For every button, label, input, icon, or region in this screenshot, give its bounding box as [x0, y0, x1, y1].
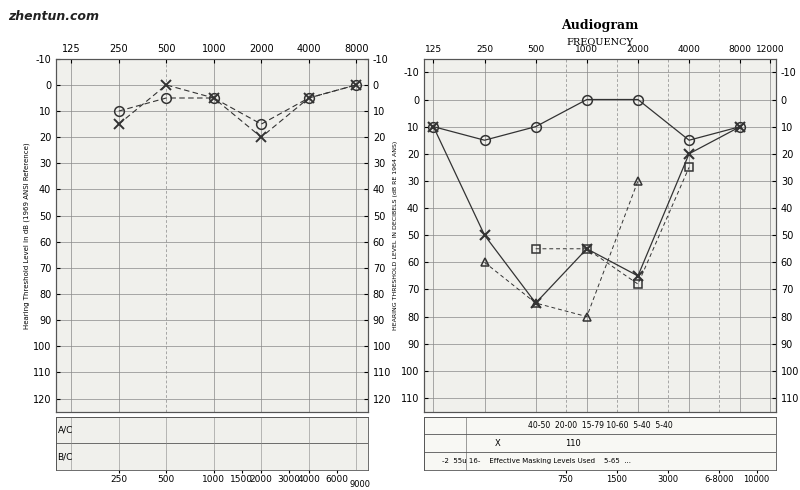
Y-axis label: HEARING THRESHOLD LEVEL IN DECIBELS (dB RE 1964 ANS): HEARING THRESHOLD LEVEL IN DECIBELS (dB …	[393, 141, 398, 330]
Text: 40-50  20-00  15-79 10-60  5-40  5-40: 40-50 20-00 15-79 10-60 5-40 5-40	[528, 421, 672, 430]
Text: B/C: B/C	[58, 452, 73, 462]
Text: Audiogram: Audiogram	[562, 19, 638, 32]
Text: X: X	[494, 439, 500, 448]
Text: zhentun.com: zhentun.com	[8, 10, 99, 23]
Text: 9000: 9000	[350, 480, 371, 489]
Text: FREQUENCY: FREQUENCY	[566, 38, 634, 47]
Text: -2  55u 16-    Effective Masking Levels Used    5-65  ...: -2 55u 16- Effective Masking Levels Used…	[442, 459, 630, 465]
Text: A/C: A/C	[58, 425, 73, 435]
Y-axis label: Hearing Threshold Level in dB (1969 ANSI Reference): Hearing Threshold Level in dB (1969 ANSI…	[23, 142, 30, 328]
Text: 110: 110	[565, 439, 581, 448]
